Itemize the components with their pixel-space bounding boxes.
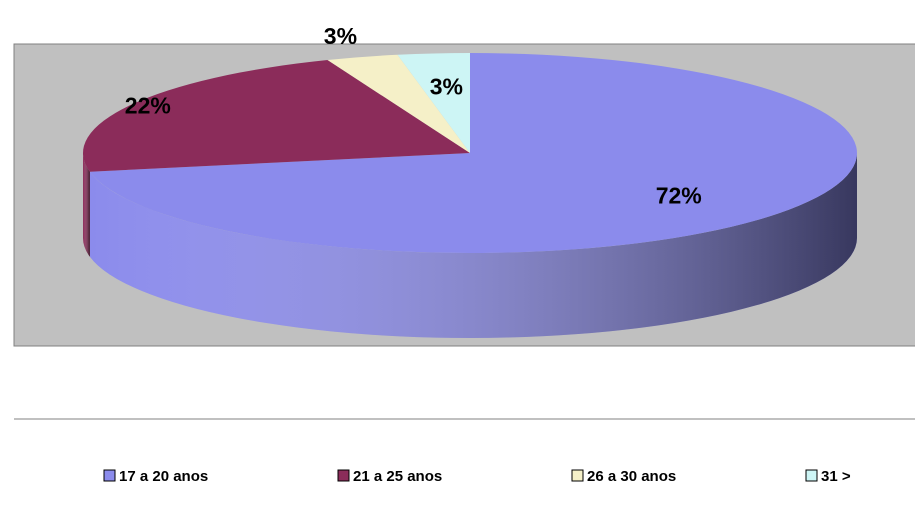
legend-label: 21 a 25 anos xyxy=(353,468,442,485)
legend-swatch xyxy=(337,469,350,482)
slice-side-shade xyxy=(83,153,90,257)
legend-label: 17 a 20 anos xyxy=(119,468,208,485)
legend-swatch xyxy=(103,469,116,482)
pie-tops xyxy=(82,53,858,253)
slice xyxy=(89,53,858,253)
pie-sides xyxy=(83,153,857,339)
data-label: 22% xyxy=(125,92,171,118)
slice xyxy=(327,54,470,154)
legend-label: 31 > xyxy=(821,468,851,485)
legend-swatch xyxy=(571,469,584,482)
data-label: 3% xyxy=(430,73,463,99)
slice-side-shade xyxy=(89,153,857,339)
legend-label: 26 a 30 anos xyxy=(587,468,676,485)
data-label: 3% xyxy=(324,23,357,49)
legend: 17 a 20 anos 21 a 25 anos 26 a 30 anos 31 > xyxy=(103,468,851,485)
data-labels: 72% 22% 3% 3% xyxy=(125,23,702,209)
slice xyxy=(397,53,470,153)
slice xyxy=(82,60,470,172)
data-label: 72% xyxy=(656,183,702,209)
legend-swatch xyxy=(805,469,818,482)
